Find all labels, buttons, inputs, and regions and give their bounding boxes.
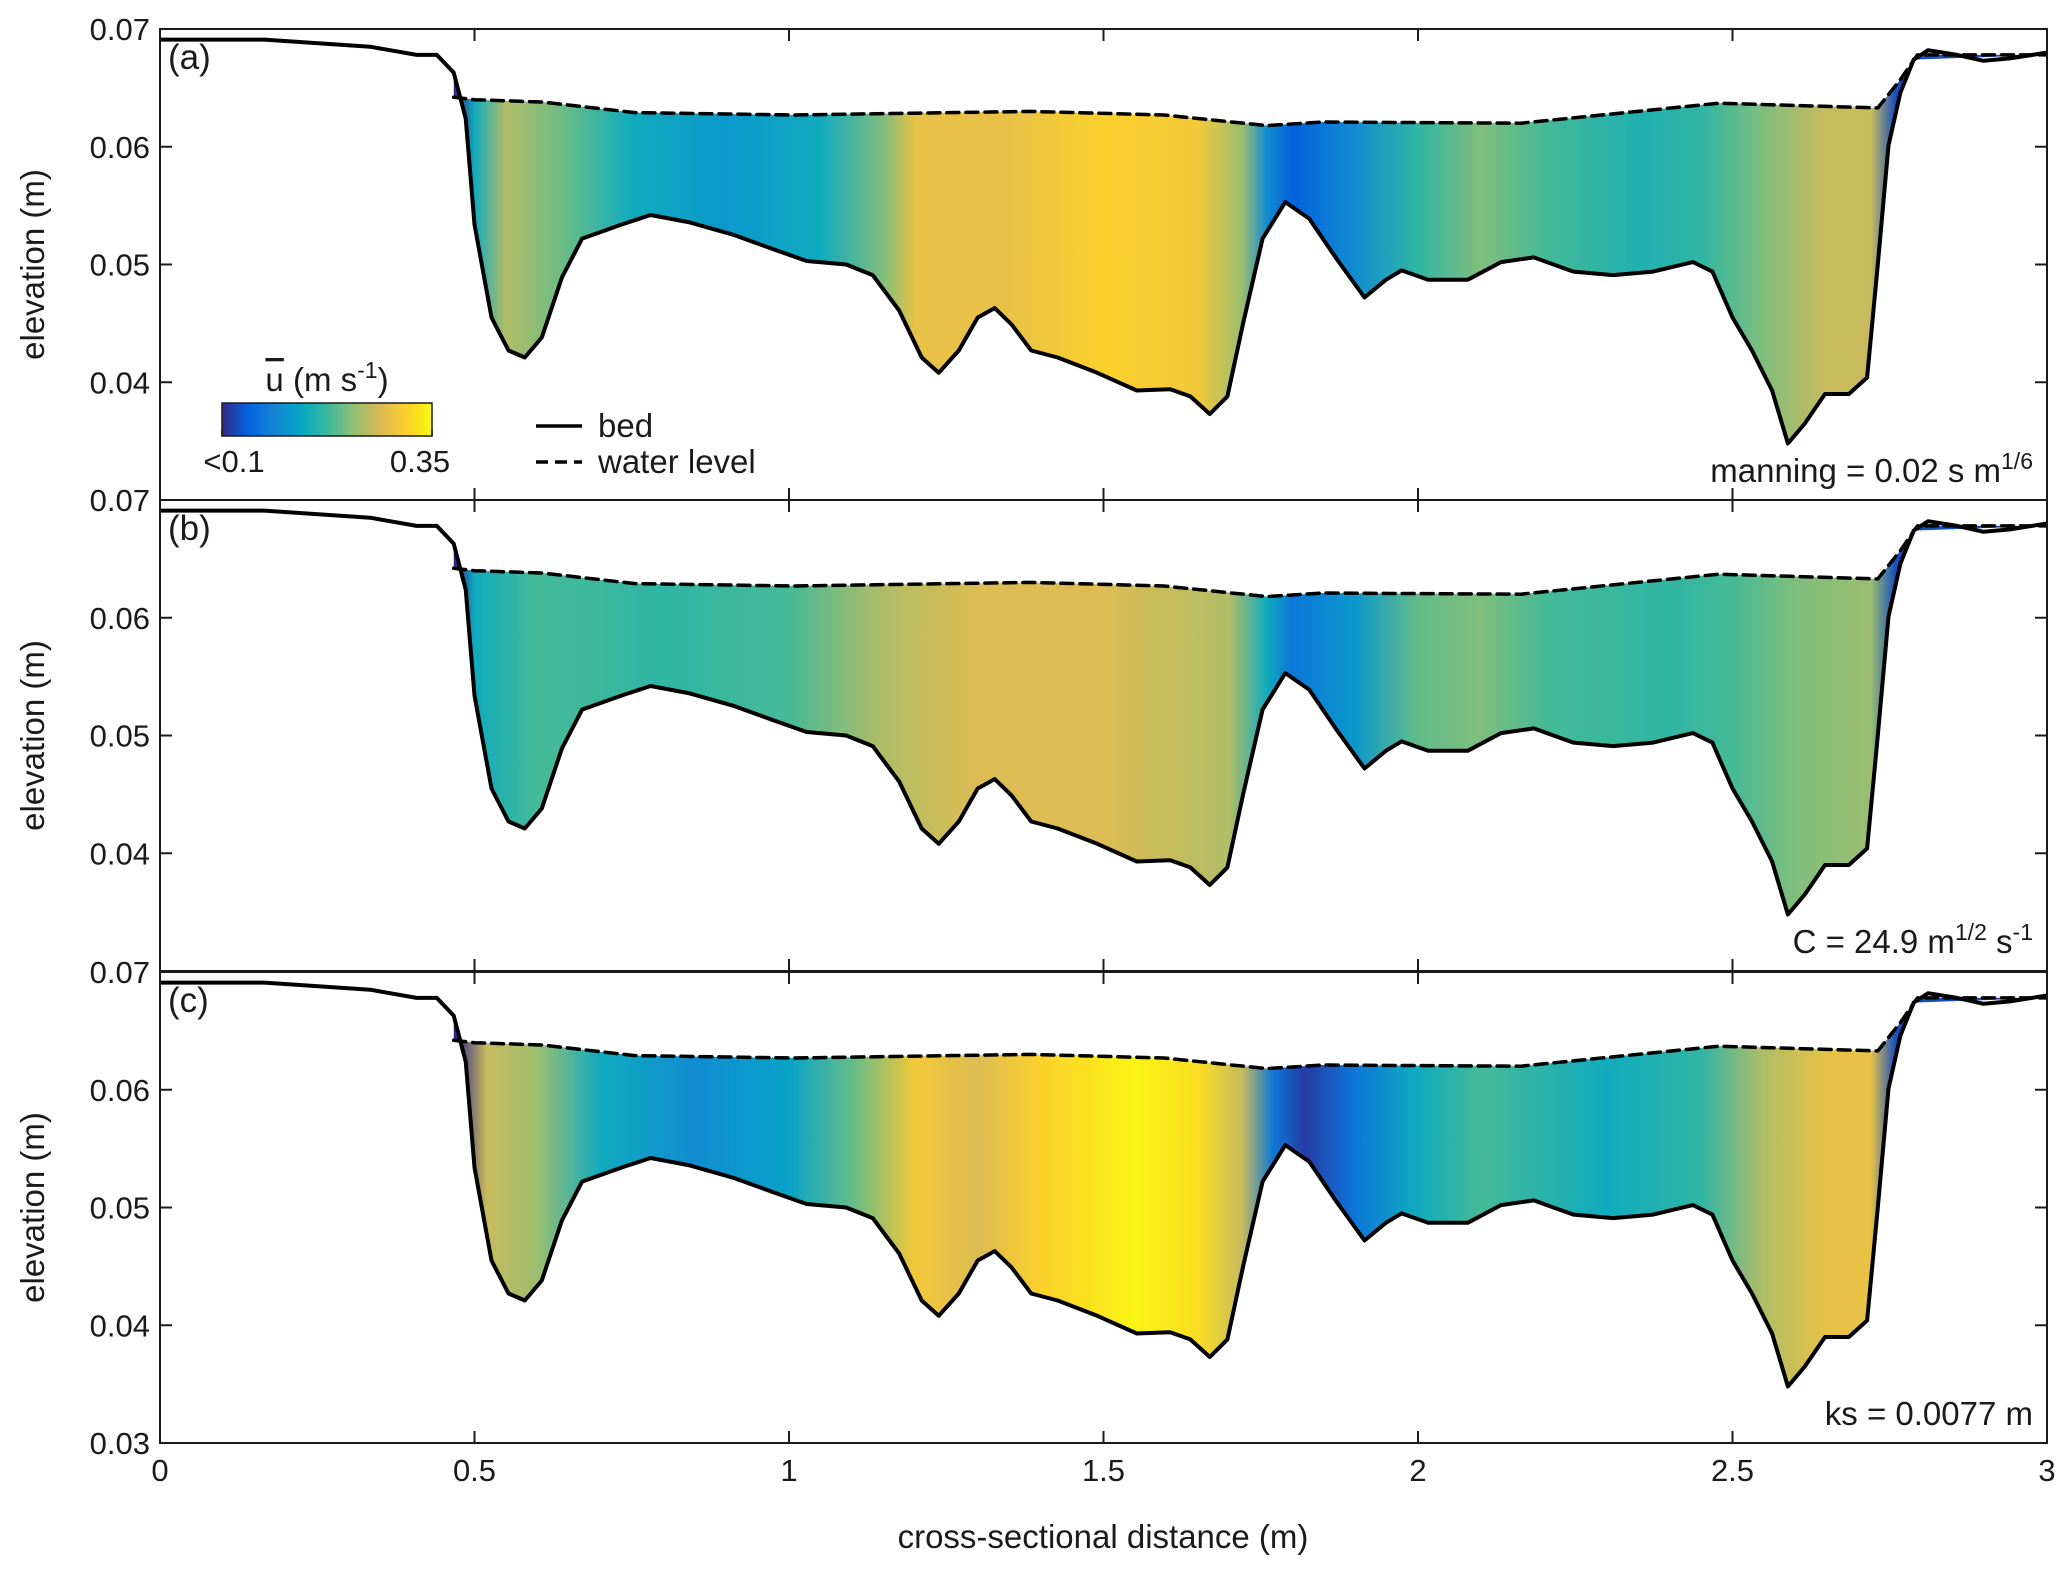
annotation-part: manning = 0.02 s m <box>1710 452 2001 489</box>
water-level-line <box>451 996 2047 1071</box>
y-tick-label: 0.07 <box>90 955 150 990</box>
y-tick-label: 0.05 <box>90 1191 150 1226</box>
x-tick-label: 0.5 <box>453 1453 496 1488</box>
x-tick-label: 1.5 <box>1082 1453 1125 1488</box>
colorbar-label-part: u <box>265 361 283 398</box>
x-tick-label: 2 <box>1409 1453 1426 1488</box>
y-axis-label: elevation (m) <box>14 169 51 360</box>
y-tick-label: 0.03 <box>90 1426 150 1461</box>
panel-label: (b) <box>168 509 211 548</box>
x-axis-label: cross-sectional distance (m) <box>898 1518 1309 1555</box>
y-tick-label: 0.07 <box>90 483 150 518</box>
x-tick-label: 2.5 <box>1711 1453 1754 1488</box>
bed-line <box>160 980 2047 1389</box>
colorbar-label-part: -1 <box>357 357 377 383</box>
y-tick-label: 0.06 <box>90 601 150 636</box>
y-axis-label: elevation (m) <box>14 1112 51 1303</box>
y-tick-label: 0.04 <box>90 365 150 400</box>
annotation-part: 1/2 <box>1955 919 1987 945</box>
bed-line <box>160 508 2047 917</box>
x-tick-label: 3 <box>2038 1453 2055 1488</box>
annotation: ks = 0.0077 m <box>1825 1395 2033 1432</box>
annotation-part: -1 <box>2013 919 2033 945</box>
panel-label: (a) <box>168 38 211 77</box>
colorbar-tick-label: 0.35 <box>390 444 450 479</box>
x-tick-label: 1 <box>780 1453 797 1488</box>
annotation: C = 24.9 m1/2 s-1 <box>1793 919 2033 960</box>
y-tick-label: 0.06 <box>90 1073 150 1108</box>
legend-label: bed <box>598 407 653 444</box>
annotation-part: ks = 0.0077 m <box>1825 1395 2033 1432</box>
colorbar-label-part: ) <box>378 361 389 398</box>
panel: 0.03 0.04 0.05 0.06 0.07 0 0.5 1 1.5 2 2.5 3 elevati… <box>14 955 2056 1488</box>
flow-area <box>453 525 2047 915</box>
colorbar-label: u (m s-1) <box>265 357 388 398</box>
flow-area <box>453 54 2047 444</box>
y-tick-label: 0.04 <box>90 1308 150 1343</box>
colorbar-tick-label: <0.1 <box>203 444 264 479</box>
annotation-part: 1/6 <box>2001 448 2033 474</box>
y-tick-label: 0.06 <box>90 130 150 165</box>
bed-line <box>160 37 2047 446</box>
annotation: manning = 0.02 s m1/6 <box>1710 448 2033 489</box>
panel: 0.04 0.05 0.06 0.07 elevation (m) (a) manning … <box>14 12 2048 501</box>
y-tick-label: 0.07 <box>90 12 150 47</box>
y-tick-label: 0.04 <box>90 836 150 871</box>
annotation-part: s <box>1987 923 2013 960</box>
y-tick-label: 0.05 <box>90 248 150 283</box>
panel: 0.04 0.05 0.06 0.07 elevation (m) (b) C = 24.9… <box>14 483 2048 972</box>
x-tick-label: 0 <box>151 1453 168 1488</box>
water-level-line <box>451 53 2047 128</box>
panel-label: (c) <box>168 981 209 1020</box>
y-tick-label: 0.05 <box>90 719 150 754</box>
colorbar-label-part: (m s <box>284 361 357 398</box>
annotation-part: C = 24.9 m <box>1793 923 1955 960</box>
legend-label: water level <box>597 443 756 480</box>
water-level-line <box>451 524 2047 599</box>
y-axis-label: elevation (m) <box>14 640 51 831</box>
flow-area <box>453 997 2047 1387</box>
colorbar <box>221 402 433 437</box>
